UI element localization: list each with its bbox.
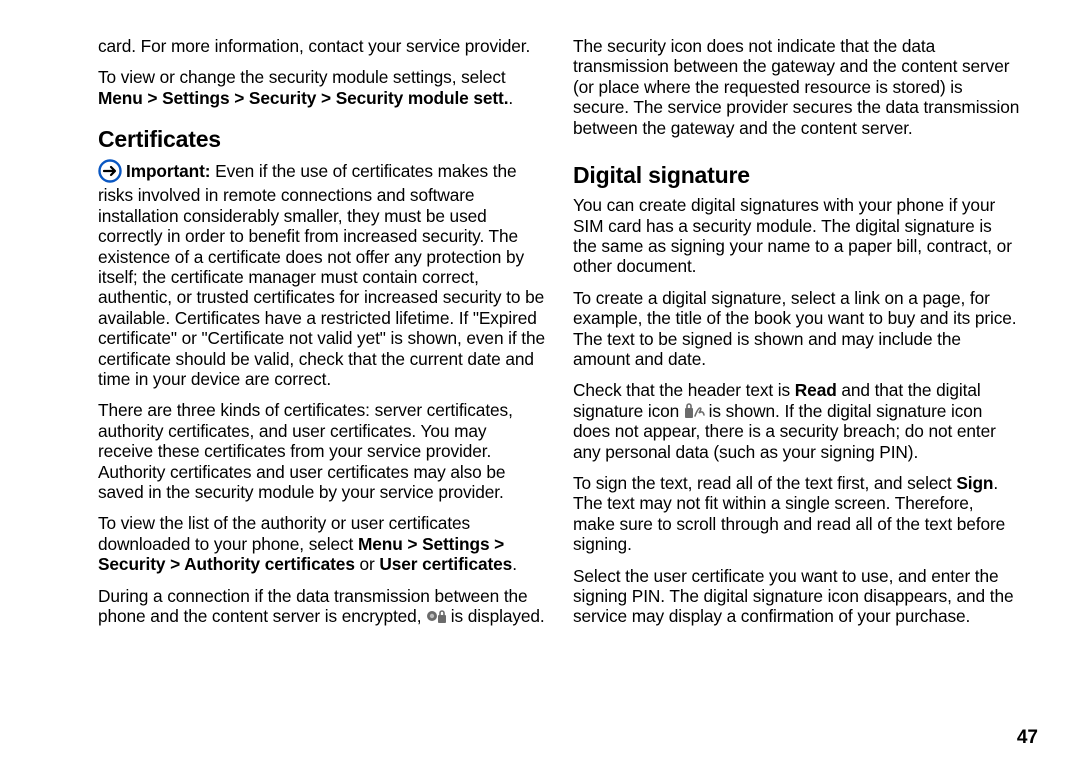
text: > (165, 554, 184, 574)
text: Settings (162, 88, 229, 108)
text: > (403, 534, 422, 554)
important-label: Important: (126, 161, 210, 181)
text: Security (249, 88, 316, 108)
heading-digital-signature: Digital signature (573, 162, 1020, 189)
digital-signature-icon (684, 402, 704, 420)
paragraph: Check that the header text is Read and t… (573, 380, 1020, 462)
text: Menu (98, 88, 143, 108)
text: Security (98, 554, 165, 574)
bold-text: Read (795, 380, 837, 400)
page-number: 47 (1017, 727, 1038, 749)
text: Even if the use of certificates makes th… (98, 161, 545, 389)
menu-path: User certificates (379, 554, 512, 574)
text: or (355, 554, 380, 574)
paragraph: To sign the text, read all of the text f… (573, 473, 1020, 555)
encrypted-connection-icon (426, 607, 446, 625)
heading-certificates: Certificates (98, 126, 545, 153)
paragraph: During a connection if the data transmis… (98, 586, 545, 627)
text: > (316, 88, 335, 108)
text: To sign the text, read all of the text f… (573, 473, 956, 493)
text: Settings (422, 534, 489, 554)
text: > (489, 534, 504, 554)
text: To view or change the security module se… (98, 67, 506, 87)
left-column: card. For more information, contact your… (98, 36, 545, 749)
paragraph: card. For more information, contact your… (98, 36, 545, 56)
paragraph: Select the user certificate you want to … (573, 566, 1020, 627)
paragraph: You can create digital signatures with y… (573, 195, 1020, 277)
paragraph: There are three kinds of certificates: s… (98, 400, 545, 502)
paragraph: To view the list of the authority or use… (98, 513, 545, 574)
right-column: The security icon does not indicate that… (573, 36, 1020, 749)
menu-path: Menu > Settings > Security > Security mo… (98, 88, 508, 108)
paragraph: To view or change the security module se… (98, 67, 545, 108)
two-column-layout: card. For more information, contact your… (98, 36, 1020, 749)
text: > (230, 88, 249, 108)
text: Check that the header text is (573, 380, 795, 400)
paragraph-important: Important: Even if the use of certificat… (98, 159, 545, 389)
document-page: card. For more information, contact your… (0, 0, 1080, 779)
bold-text: Sign (956, 473, 993, 493)
text: is displayed. (446, 606, 545, 626)
paragraph: The security icon does not indicate that… (573, 36, 1020, 138)
text: . (512, 554, 517, 574)
text: > (143, 88, 162, 108)
text: . (508, 88, 513, 108)
text: Menu (358, 534, 403, 554)
text: Authority certificates (184, 554, 355, 574)
important-icon (98, 159, 124, 185)
text: Security module sett. (336, 88, 509, 108)
paragraph: To create a digital signature, select a … (573, 288, 1020, 370)
